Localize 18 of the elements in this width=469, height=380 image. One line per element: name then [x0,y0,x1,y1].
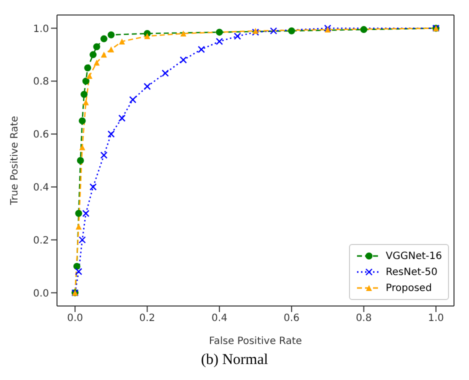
x-tick-label: 0.2 [139,313,156,324]
y-tick-label: 0.6 [33,130,49,141]
x-axis-title: False Positive Rate [209,336,302,347]
text: (b) Normal [200,352,270,369]
y-tick-label: 0.8 [33,76,49,88]
legend-label: ResNet-50 [386,266,438,278]
y-tick-label: 0.0 [33,288,49,300]
y-tick-label: 0.4 [33,182,49,194]
x-tick-label: 0.6 [284,313,300,324]
y-tick-label: 1.0 [33,24,49,35]
y-tick-label: 0.2 [33,235,49,246]
y-axis-title: True Positive Rate [10,116,21,206]
x-tick-label: 0.4 [211,313,228,324]
legend-label: Proposed [386,282,432,294]
legend-label: VGGNet-16 [386,250,442,262]
x-tick-label: 0.0 [67,313,83,324]
x-tick-label: 1.0 [428,313,444,324]
x-tick-label: 0.8 [356,313,372,324]
